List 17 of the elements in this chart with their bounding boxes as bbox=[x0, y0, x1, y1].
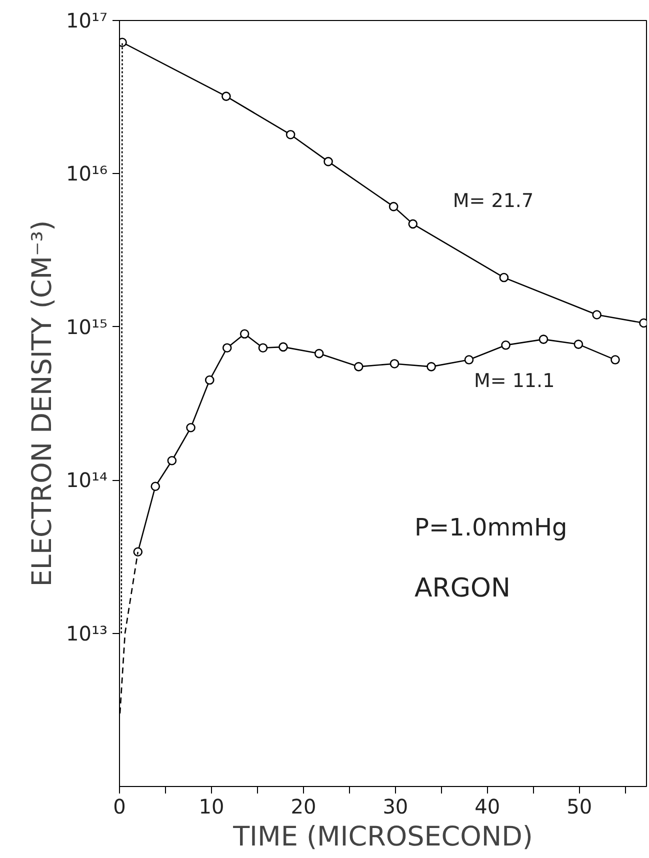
y-tick-label: 10¹⁴ bbox=[66, 468, 108, 492]
y-axis-title: ELECTRON DENSITY (CM⁻³) bbox=[27, 220, 58, 587]
y-tick-label: 10¹³ bbox=[66, 621, 108, 646]
y-tick-label: 10¹⁵ bbox=[66, 314, 108, 339]
y-tick-label: 10¹⁶ bbox=[66, 162, 108, 186]
x-tick-label: 20 bbox=[290, 794, 316, 818]
series-label: M= 11.1 bbox=[474, 370, 555, 392]
x-tick-label: 10 bbox=[198, 794, 224, 818]
x-axis-title: TIME (MICROSECOND) bbox=[232, 822, 533, 852]
x-tick-label: 0 bbox=[113, 794, 126, 818]
y-tick-label: 10¹⁷ bbox=[66, 8, 108, 32]
x-tick-label: 50 bbox=[566, 794, 592, 818]
series-label: M= 21.7 bbox=[452, 190, 534, 212]
x-tick-label: 40 bbox=[474, 794, 500, 818]
x-tick-label: 30 bbox=[382, 794, 408, 818]
annotation: ARGON bbox=[414, 574, 510, 604]
annotation: P=1.0mmHg bbox=[414, 514, 568, 542]
